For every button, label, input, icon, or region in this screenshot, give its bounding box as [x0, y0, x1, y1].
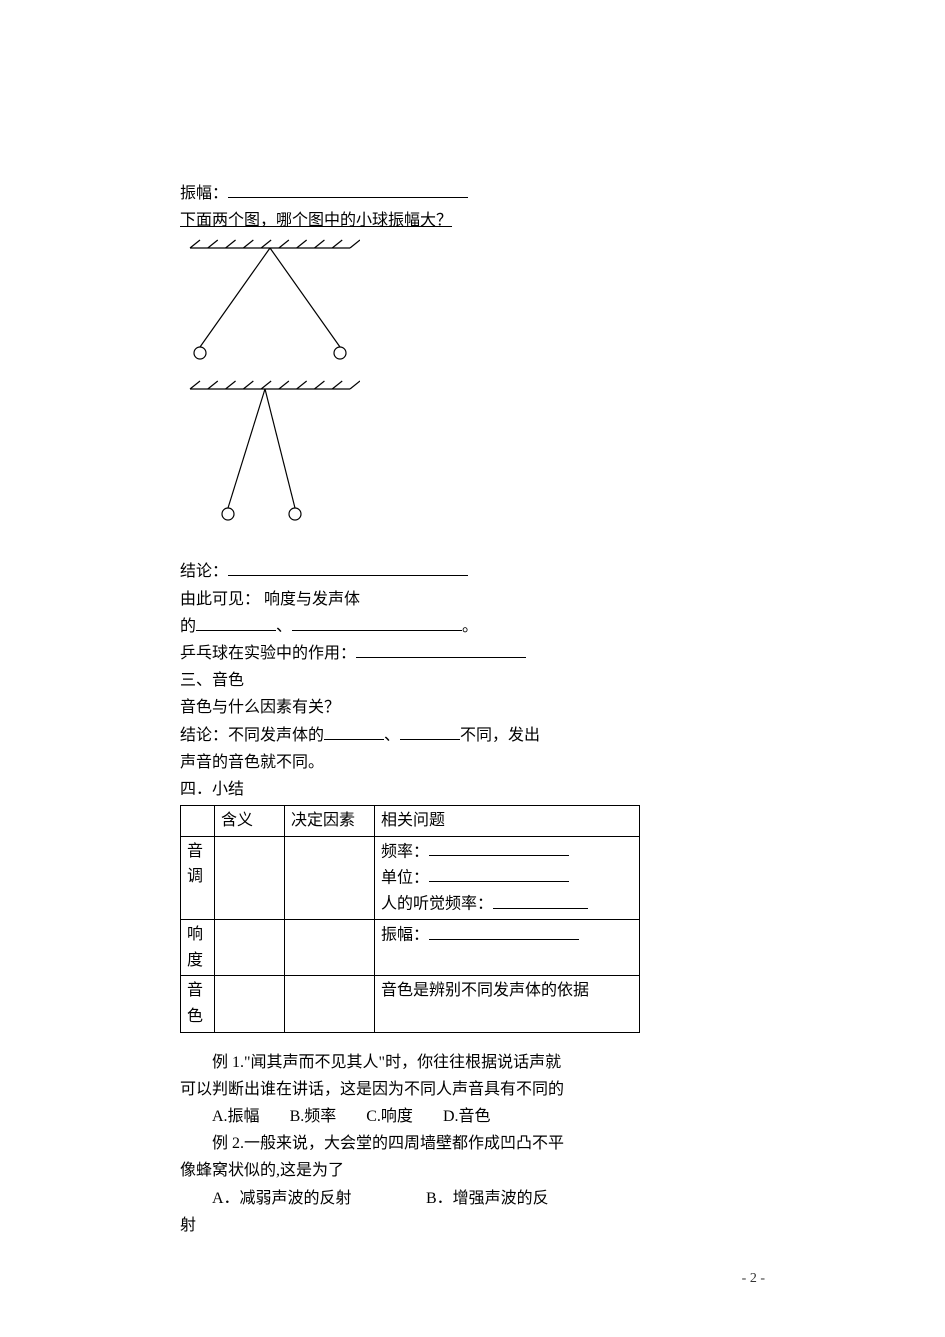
summary-table: 含义 决定因素 相关问题 音调 频率： 单位： 人的听觉频率： 响度 振幅： 音… [180, 805, 640, 1033]
therefore-text: 由此可见： 响度与发声体 [180, 591, 360, 608]
blank-amp [429, 922, 579, 940]
example-1-line-a: 例 1."闻其声而不见其人"时，你往往根据说话声就 [212, 1054, 561, 1071]
timbre-question: 音色与什么因素有关？ [180, 699, 340, 716]
timbre-conclusion-c: 声音的音色就不同。 [180, 754, 324, 771]
row2-label: 响度 [181, 920, 215, 976]
blank-conclusion [228, 559, 468, 577]
th-factor: 决定因素 [285, 806, 375, 837]
row3-related: 音色是辨别不同发声体的依据 [375, 976, 640, 1032]
blank-unit [429, 865, 569, 883]
ex2-opt-a: A．减弱声波的反射 [212, 1185, 422, 1212]
amplitude-label: 振幅： [180, 185, 228, 202]
row1-label: 音调 [181, 836, 215, 920]
blank-freq [429, 839, 569, 857]
row3-label: 音色 [181, 976, 215, 1032]
blank-pingpong [356, 640, 526, 658]
ex2-opt-b: B．增强声波的反 [426, 1190, 549, 1207]
sep-2: 、 [384, 727, 400, 744]
example-1-options: A.振幅 B.频率 C.响度 D.音色 [180, 1103, 640, 1130]
ex1-opt-d: D.音色 [443, 1103, 491, 1130]
section-4-heading: 四．小结 [180, 781, 244, 798]
row2-amp: 振幅： [381, 927, 429, 944]
ex2-opt-b-cont: 射 [180, 1217, 196, 1234]
example-2-line-a: 例 2.一般来说，大会堂的四周墙壁都作成凹凸不平 [212, 1135, 564, 1152]
pendulum-diagram-1 [180, 238, 640, 373]
row1-hearing: 人的听觉频率： [381, 896, 493, 913]
blank-1 [196, 613, 276, 631]
section-3-heading: 三、音色 [180, 672, 244, 689]
blank-timbre-2 [400, 722, 460, 740]
ex1-opt-c: C.响度 [366, 1103, 413, 1130]
example-2-options: A．减弱声波的反射 B．增强声波的反 [180, 1185, 640, 1212]
period-1: 。 [462, 618, 478, 635]
row2-related: 振幅： [375, 920, 640, 976]
diagram-question: 下面两个图，哪个图中的小球振幅大？ [180, 212, 452, 229]
conclusion-label: 结论： [180, 563, 228, 580]
th-related: 相关问题 [375, 806, 640, 837]
row1-unit: 单位： [381, 869, 429, 886]
pendulum-diagram-2 [180, 379, 640, 534]
row1-related: 频率： 单位： 人的听觉频率： [375, 836, 640, 920]
blank-timbre-1 [324, 722, 384, 740]
blank-hearing [493, 891, 588, 909]
blank-amplitude [228, 180, 468, 198]
th-meaning: 含义 [215, 806, 285, 837]
example-2-line-b: 像蜂窝状似的,这是为了 [180, 1162, 344, 1179]
timbre-conclusion-b: 不同，发出 [460, 727, 540, 744]
page-number: - 2 - [742, 1271, 765, 1287]
ex1-opt-a: A.振幅 [212, 1103, 260, 1130]
timbre-conclusion-a: 结论：不同发声体的 [180, 727, 324, 744]
sep-1: 、 [276, 618, 292, 635]
pingpong-label: 乒乓球在实验中的作用： [180, 645, 356, 662]
blank-2 [292, 613, 462, 631]
of-text: 的 [180, 618, 196, 635]
row1-freq: 频率： [381, 843, 429, 860]
example-1-line-b: 可以判断出谁在讲话，这是因为不同人声音具有不同的 [180, 1081, 564, 1098]
ex1-opt-b: B.频率 [290, 1103, 337, 1130]
